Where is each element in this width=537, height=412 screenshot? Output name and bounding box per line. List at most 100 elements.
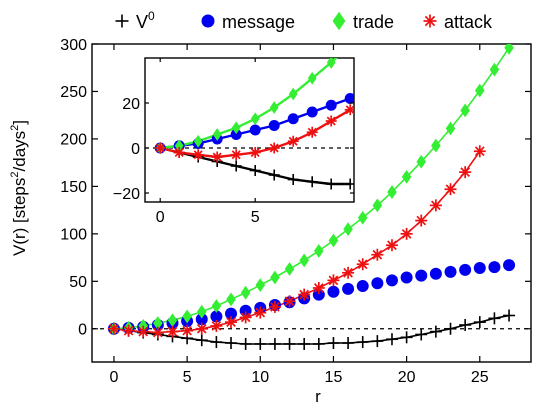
inset-point-attack xyxy=(230,149,242,161)
main-point-trade xyxy=(372,198,383,213)
inset-point-v0 xyxy=(287,174,299,185)
main-point-trade xyxy=(167,313,178,328)
main-point-trade xyxy=(343,222,353,237)
main-point-attack xyxy=(122,324,135,337)
main-point-trade xyxy=(357,210,368,225)
inset-point-v0 xyxy=(249,165,261,176)
x-axis-label: r xyxy=(315,387,321,406)
main-point-message xyxy=(459,263,472,276)
main-point-attack xyxy=(195,322,208,335)
legend-item-trade: trade xyxy=(332,11,394,32)
main-point-v0 xyxy=(283,337,296,350)
main-point-attack xyxy=(268,300,281,313)
main-point-attack xyxy=(107,322,120,335)
main-point-attack xyxy=(151,326,164,339)
main-point-v0 xyxy=(400,331,413,344)
main-point-attack xyxy=(166,325,179,338)
main-point-message xyxy=(473,262,486,275)
inset-point-attack xyxy=(249,147,261,158)
main-point-trade xyxy=(416,154,427,169)
main-ytick-label: 50 xyxy=(69,274,87,291)
main-point-message xyxy=(415,269,428,282)
inset-point-trade xyxy=(326,58,336,69)
main-point-message xyxy=(356,280,369,293)
inset-point-message xyxy=(230,129,242,140)
inset-point-attack xyxy=(211,151,223,163)
inset-point-attack xyxy=(173,147,185,158)
main-point-message xyxy=(327,285,340,298)
main-point-trade xyxy=(387,185,397,199)
main-point-trade xyxy=(401,169,412,184)
main-point-v0 xyxy=(254,337,267,350)
main-xtick-label: 15 xyxy=(325,369,343,386)
legend-item-message: message xyxy=(201,12,295,32)
main-point-trade xyxy=(504,44,514,55)
main-point-message xyxy=(225,307,238,320)
main-point-message xyxy=(371,277,384,290)
main-point-trade xyxy=(270,270,280,285)
main-point-trade xyxy=(153,316,163,330)
main-point-v0 xyxy=(356,336,369,349)
y-axis-label-sup1: 2 xyxy=(9,171,21,177)
main-point-v0 xyxy=(429,325,442,338)
y-axis-label-sup2: 2 xyxy=(9,125,21,131)
inset-ytick-label: −20 xyxy=(113,186,140,203)
main-point-v0 xyxy=(210,336,223,349)
inset-ytick-label: 0 xyxy=(131,141,140,158)
main-point-trade xyxy=(299,253,309,268)
y-axis-label-main: V(r) [steps xyxy=(10,178,29,256)
main-point-attack xyxy=(444,183,457,196)
inset-point-message xyxy=(344,93,354,104)
main-point-trade xyxy=(182,309,192,324)
main-point-attack xyxy=(459,166,472,179)
main-point-trade xyxy=(314,244,324,258)
main-series-group xyxy=(107,44,516,350)
main-ytick-label: 150 xyxy=(60,179,87,196)
main-xtick-label: 25 xyxy=(471,369,489,386)
inset-point-v0 xyxy=(230,160,242,172)
main-point-attack xyxy=(415,214,428,227)
main-fit-line-trade xyxy=(113,47,510,330)
main-ytick-label: 0 xyxy=(78,322,87,339)
main-point-trade xyxy=(196,304,207,319)
legend-label: message xyxy=(222,12,295,32)
main-point-attack xyxy=(429,199,442,212)
main-point-message xyxy=(385,274,398,287)
main-point-message xyxy=(342,282,355,295)
inset-point-trade xyxy=(212,128,222,141)
inset-point-message xyxy=(325,99,337,111)
main-point-attack xyxy=(356,258,369,271)
main-point-trade xyxy=(431,138,441,153)
main-point-v0 xyxy=(444,322,457,335)
main-point-attack xyxy=(298,288,311,301)
main-point-attack xyxy=(312,281,325,294)
main-point-message xyxy=(195,313,208,326)
legend-marker-v0 xyxy=(115,14,129,28)
inset-point-message xyxy=(249,124,261,136)
main-point-attack xyxy=(283,295,296,308)
main-point-trade xyxy=(445,121,456,136)
inset-point-attack xyxy=(325,115,337,127)
main-ytick-label: 200 xyxy=(60,132,87,149)
main-point-trade xyxy=(474,83,485,98)
main-point-message xyxy=(444,265,457,278)
inset-point-trade xyxy=(174,139,184,153)
main-point-trade xyxy=(284,262,295,276)
inset-point-message xyxy=(306,106,318,118)
inset-point-v0 xyxy=(268,169,280,181)
main-xtick-label: 10 xyxy=(251,369,269,386)
legend-marker-trade xyxy=(332,11,346,31)
main-point-v0 xyxy=(268,337,281,350)
inset-plot: 0 5 −20 0 20 xyxy=(113,57,355,226)
legend-item-attack: attack xyxy=(423,12,493,32)
main-point-attack xyxy=(342,266,355,279)
legend: V0 message trade attack xyxy=(115,9,493,32)
main-point-attack xyxy=(239,311,252,324)
legend-marker-message xyxy=(201,14,215,28)
main-point-trade xyxy=(255,278,266,293)
main-point-attack xyxy=(137,325,150,338)
inset-ytick-label: 20 xyxy=(122,96,140,113)
main-point-attack xyxy=(400,227,413,240)
